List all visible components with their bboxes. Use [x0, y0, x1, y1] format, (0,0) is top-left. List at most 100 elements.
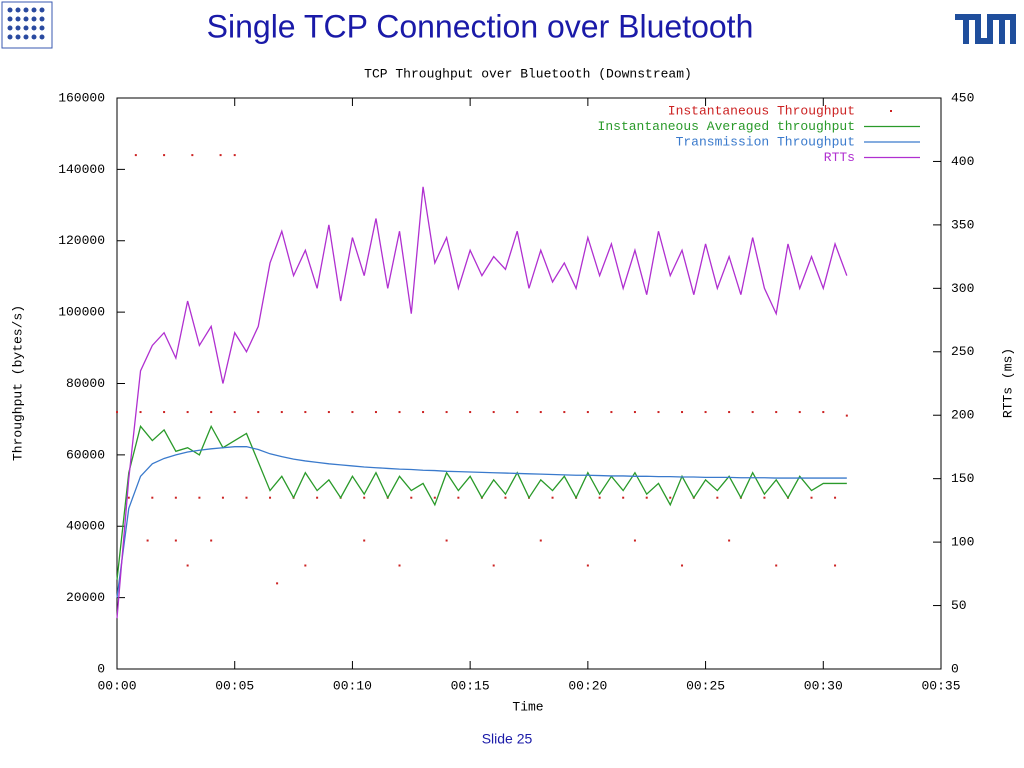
throughput-dot	[363, 496, 366, 499]
y2-tick-label: 350	[951, 217, 974, 232]
throughput-dot	[669, 496, 672, 499]
y2-tick-label: 300	[951, 281, 974, 296]
legend-label: Transmission Throughput	[676, 134, 855, 149]
y2-tick-label: 0	[951, 661, 959, 676]
throughput-dot	[822, 411, 825, 414]
throughput-dot	[775, 411, 778, 414]
throughput-dot	[586, 411, 589, 414]
x-tick-label: 00:25	[686, 678, 725, 693]
throughput-dot	[245, 496, 248, 499]
y-tick-label: 0	[97, 661, 105, 676]
throughput-dot	[728, 411, 731, 414]
throughput-dot	[186, 411, 189, 414]
y2-tick-label: 100	[951, 535, 974, 550]
throughput-dot	[363, 539, 366, 542]
throughput-dot	[139, 411, 142, 414]
throughput-dot	[681, 411, 684, 414]
series-line	[116, 424, 847, 580]
throughput-dot	[174, 539, 177, 542]
throughput-dot	[233, 154, 236, 157]
throughput-dot	[539, 411, 542, 414]
throughput-dot	[798, 411, 801, 414]
throughput-dot	[539, 539, 542, 542]
slide-footer: Slide 25	[482, 731, 533, 747]
x-tick-label: 00:00	[97, 678, 136, 693]
x-axis-label: Time	[512, 699, 543, 714]
x-tick-label: 00:15	[451, 678, 490, 693]
throughput-dot	[433, 496, 436, 499]
throughput-dot	[622, 496, 625, 499]
throughput-dot	[410, 496, 413, 499]
y-tick-label: 60000	[66, 447, 105, 462]
throughput-dot	[681, 564, 684, 567]
throughput-dot	[492, 411, 495, 414]
legend-label: Instantaneous Throughput	[668, 103, 855, 118]
legend-label: Instantaneous Averaged throughput	[598, 119, 855, 134]
legend-label: RTTs	[824, 150, 855, 165]
throughput-dot	[598, 496, 601, 499]
throughput-dot	[834, 496, 837, 499]
throughput-dot	[633, 539, 636, 542]
throughput-dot	[610, 411, 613, 414]
throughput-dot	[704, 411, 707, 414]
throughput-dot	[563, 411, 566, 414]
throughput-dot	[210, 539, 213, 542]
throughput-dot	[186, 564, 189, 567]
throughput-dot	[586, 564, 589, 567]
x-tick-label: 00:20	[568, 678, 607, 693]
y-axis-label: Throughput (bytes/s)	[10, 305, 25, 461]
x-tick-label: 00:30	[804, 678, 843, 693]
slide-title: Single TCP Connection over Bluetooth	[207, 8, 754, 44]
throughput-dot	[219, 154, 222, 157]
throughput-dot	[422, 411, 425, 414]
throughput-dot	[775, 564, 778, 567]
throughput-dot	[233, 411, 236, 414]
y2-tick-label: 450	[951, 90, 974, 105]
legend-swatch	[890, 110, 892, 112]
y2-axis-label: RTTs (ms)	[1000, 348, 1015, 418]
throughput-dot	[351, 411, 354, 414]
y2-tick-label: 400	[951, 154, 974, 169]
throughput-dot	[751, 411, 754, 414]
throughput-dot	[469, 411, 472, 414]
throughput-dot	[304, 564, 307, 567]
y2-tick-label: 50	[951, 598, 967, 613]
series-line	[116, 446, 847, 598]
throughput-dot	[633, 411, 636, 414]
throughput-dot	[316, 496, 319, 499]
throughput-dot	[374, 411, 377, 414]
throughput-dot	[146, 539, 149, 542]
throughput-dot	[269, 496, 272, 499]
x-tick-label: 00:35	[921, 678, 960, 693]
series-line	[116, 186, 848, 619]
throughput-dot	[398, 564, 401, 567]
throughput-dot	[163, 411, 166, 414]
throughput-dot	[645, 496, 648, 499]
throughput-dot	[210, 411, 213, 414]
throughput-dot	[810, 496, 813, 499]
left-logo	[1, 1, 53, 49]
plot-frame	[116, 97, 942, 670]
throughput-dot	[280, 411, 283, 414]
throughput-dot	[834, 564, 837, 567]
y-tick-label: 140000	[58, 162, 105, 177]
throughput-dot	[198, 496, 201, 499]
chart-title: TCP Throughput over Bluetooth (Downstrea…	[364, 66, 692, 81]
throughput-dot	[191, 154, 194, 157]
y-tick-label: 100000	[58, 305, 105, 320]
throughput-dot	[151, 496, 154, 499]
throughput-dot	[257, 411, 260, 414]
throughput-dot	[116, 411, 118, 414]
right-logo	[955, 14, 1016, 44]
throughput-dot	[445, 539, 448, 542]
throughput-dot	[728, 539, 731, 542]
x-tick-label: 00:05	[215, 678, 254, 693]
y2-tick-label: 250	[951, 344, 974, 359]
y-tick-label: 80000	[66, 376, 105, 391]
throughput-dot	[516, 411, 519, 414]
throughput-dot	[763, 496, 766, 499]
throughput-dot	[134, 154, 137, 157]
throughput-dot	[845, 414, 848, 417]
throughput-dot	[457, 496, 460, 499]
